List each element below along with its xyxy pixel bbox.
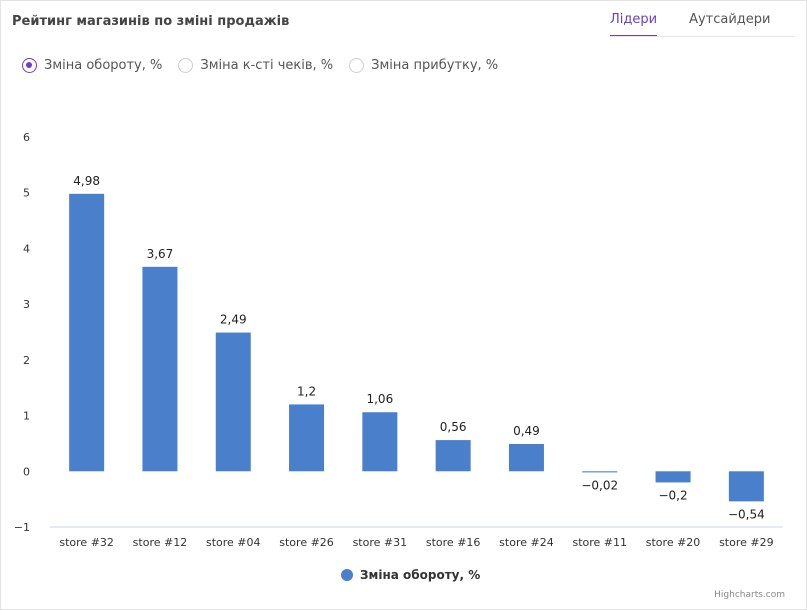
y-tick-label: 2 (23, 354, 30, 367)
bar (215, 332, 251, 472)
bar (582, 471, 618, 473)
y-tick-label: 0 (23, 465, 30, 478)
radio-checked-icon[interactable] (22, 58, 37, 73)
data-label: 1,2 (297, 384, 316, 398)
data-label: 2,49 (220, 313, 247, 327)
radio-receipts-label: Зміна к-сті чеків, % (200, 58, 334, 73)
x-tick-label: store #24 (499, 536, 554, 549)
radio-profit-label: Зміна прибутку, % (371, 58, 499, 73)
x-tick-label: store #16 (426, 536, 481, 549)
legend-item[interactable]: Зміна обороту, % (360, 568, 480, 582)
radio-unchecked-icon[interactable] (349, 58, 365, 73)
x-tick-label: store #26 (279, 536, 334, 549)
x-tick-label: store #29 (719, 536, 774, 549)
x-tick-label: store #31 (353, 536, 408, 549)
x-tick-label: store #04 (206, 536, 261, 549)
page-title: Рейтинг магазинів по зміні продажів (12, 14, 290, 29)
data-label: −0,54 (728, 507, 765, 521)
x-tick-label: store #32 (59, 536, 114, 549)
x-tick-label: store #20 (646, 536, 701, 549)
bar (362, 412, 398, 472)
radio-unchecked-icon[interactable] (178, 58, 194, 73)
radio-turnover-label: Зміна обороту, % (44, 58, 163, 73)
y-tick-label: 5 (23, 187, 30, 200)
radio-profit[interactable]: Зміна прибутку, % (349, 58, 498, 73)
x-tick-label: store #12 (133, 536, 188, 549)
y-tick-label: −1 (14, 521, 30, 534)
y-tick-label: 1 (23, 410, 30, 423)
metric-selector: Зміна обороту, % Зміна к-сті чеків, % Зм… (22, 58, 514, 73)
x-tick-label: store #11 (572, 536, 627, 549)
bar (508, 443, 544, 472)
data-label: −0,02 (581, 478, 618, 492)
bar (69, 193, 105, 472)
bar (655, 471, 691, 483)
y-tick-label: 3 (23, 298, 30, 311)
legend-marker[interactable] (341, 569, 353, 581)
y-tick-label: 4 (23, 242, 30, 255)
data-label: 3,67 (147, 247, 174, 261)
tab-outsiders[interactable]: Аутсайдери (689, 12, 771, 27)
bar (289, 404, 325, 472)
data-label: 0,56 (440, 420, 467, 434)
radio-receipts[interactable]: Зміна к-сті чеків, % (178, 58, 333, 73)
bar (728, 471, 764, 502)
data-label: 4,98 (73, 174, 100, 188)
highcharts-credit[interactable]: Highcharts.com (714, 590, 785, 600)
y-tick-label: 6 (23, 131, 30, 144)
data-label: −0,2 (658, 488, 687, 502)
tabs-divider (610, 36, 795, 37)
bar (142, 266, 178, 472)
bar (435, 440, 471, 472)
data-label: 1,06 (366, 392, 393, 406)
radio-turnover[interactable]: Зміна обороту, % (22, 58, 162, 73)
data-label: 0,49 (513, 424, 540, 438)
